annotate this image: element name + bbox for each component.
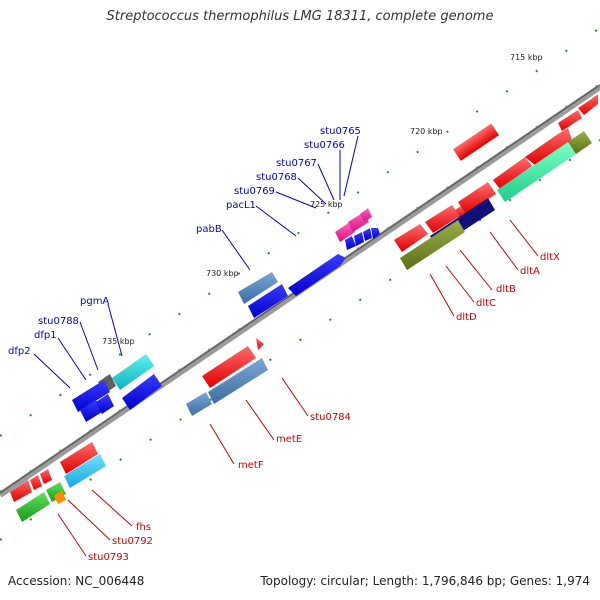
label-stu0768[interactable]: stu0768 (256, 172, 297, 183)
label-metE[interactable]: metE (276, 434, 302, 445)
label-stu0792[interactable]: stu0792 (112, 536, 153, 547)
gene-blue-4[interactable] (80, 400, 102, 422)
gene-orange[interactable] (54, 490, 66, 504)
gene-blue-6[interactable] (122, 374, 162, 410)
gene-blue-arrow-1[interactable] (345, 236, 356, 250)
accession-text: Accession: NC_006448 (8, 574, 145, 588)
gene-cyan[interactable] (112, 354, 154, 390)
gene-red-reverse-1[interactable] (202, 346, 256, 388)
gene-blue-arrow-2[interactable] (354, 232, 364, 246)
label-dltX[interactable]: dltX (540, 252, 560, 263)
tick-marks (0, 27, 600, 541)
gene-red-forward-1[interactable] (453, 123, 500, 161)
gene-red-forward-4[interactable] (558, 110, 582, 131)
tick-720: 720 kbp (410, 127, 443, 136)
label-dfp2[interactable]: dfp2 (8, 346, 31, 357)
gene-red-reverse-2[interactable] (256, 338, 264, 350)
gene-blue-3[interactable] (72, 380, 110, 412)
map-title: Streptococcus thermophilus LMG 18311, co… (106, 9, 494, 24)
label-pgmA[interactable]: pgmA (80, 296, 109, 307)
gene-sky[interactable] (64, 454, 106, 488)
gene-red-reverse-6[interactable] (40, 469, 52, 484)
gene-blue-arrow-3[interactable] (363, 228, 372, 241)
tick-725: 725 kbp (310, 200, 343, 209)
gene-mint[interactable] (497, 142, 576, 202)
label-stu0765[interactable]: stu0765 (320, 126, 361, 137)
gene-green[interactable] (16, 492, 50, 522)
label-stu0767[interactable]: stu0767 (276, 158, 317, 169)
label-stu0793[interactable]: stu0793 (88, 552, 129, 563)
gene-steel-2[interactable] (208, 358, 268, 404)
label-stu0766[interactable]: stu0766 (304, 140, 345, 151)
gene-blue-5[interactable] (96, 394, 114, 414)
gene-red-reverse-5[interactable] (30, 475, 42, 490)
gene-red-forward-5[interactable] (578, 94, 598, 115)
label-pabB[interactable]: pabB (196, 224, 222, 235)
label-dltA[interactable]: dltA (520, 266, 540, 277)
label-stu0784[interactable]: stu0784 (310, 412, 351, 423)
label-dltD[interactable]: dltD (456, 312, 477, 323)
label-dltB[interactable]: dltB (496, 284, 516, 295)
gene-olive-1[interactable] (568, 131, 592, 154)
gene-red-forward-9[interactable] (394, 224, 428, 252)
reverse-genes (10, 338, 268, 522)
gene-green-2[interactable] (46, 482, 66, 502)
gene-steel-1[interactable] (238, 272, 278, 304)
gene-pink-1[interactable] (335, 222, 355, 242)
label-fhs[interactable]: fhs (136, 522, 151, 533)
tick-row-outer (0, 27, 600, 437)
gene-blue-arrow-4[interactable] (371, 228, 380, 239)
gene-pink-3[interactable] (360, 208, 372, 222)
label-dltC[interactable]: dltC (476, 298, 496, 309)
gene-red-reverse-4[interactable] (10, 480, 32, 502)
tick-row-inner (0, 139, 600, 541)
genome-info-text: Topology: circular; Length: 1,796,846 bp… (260, 574, 590, 588)
gene-red-reverse-3[interactable] (60, 442, 98, 474)
gene-blue-2[interactable] (248, 284, 288, 318)
tick-715: 715 kbp (510, 53, 543, 62)
gene-labels-forward: stu0765 stu0766 stu0767 stu0768 stu0769 … (8, 126, 361, 357)
gene-olive-2[interactable] (400, 220, 465, 270)
label-pacL1[interactable]: pacL1 (226, 200, 256, 211)
tick-730: 730 kbp (206, 269, 239, 278)
gene-steel-3[interactable] (186, 392, 212, 416)
forward-genes (72, 94, 598, 422)
leader-lines (33, 135, 539, 557)
gene-labels-reverse: dltX dltA dltB dltC dltD stu0784 metE me… (88, 252, 560, 563)
gene-blue-large[interactable] (288, 254, 346, 296)
gene-red-forward-3[interactable] (525, 128, 572, 165)
label-metF[interactable]: metF (238, 460, 264, 471)
gene-red-forward-7[interactable] (458, 182, 496, 214)
label-dfp1[interactable]: dfp1 (34, 330, 57, 341)
gene-red-forward-8[interactable] (425, 205, 460, 233)
label-stu0788[interactable]: stu0788 (38, 316, 79, 327)
label-stu0769[interactable]: stu0769 (234, 186, 275, 197)
gene-red-forward-2[interactable] (493, 157, 532, 189)
